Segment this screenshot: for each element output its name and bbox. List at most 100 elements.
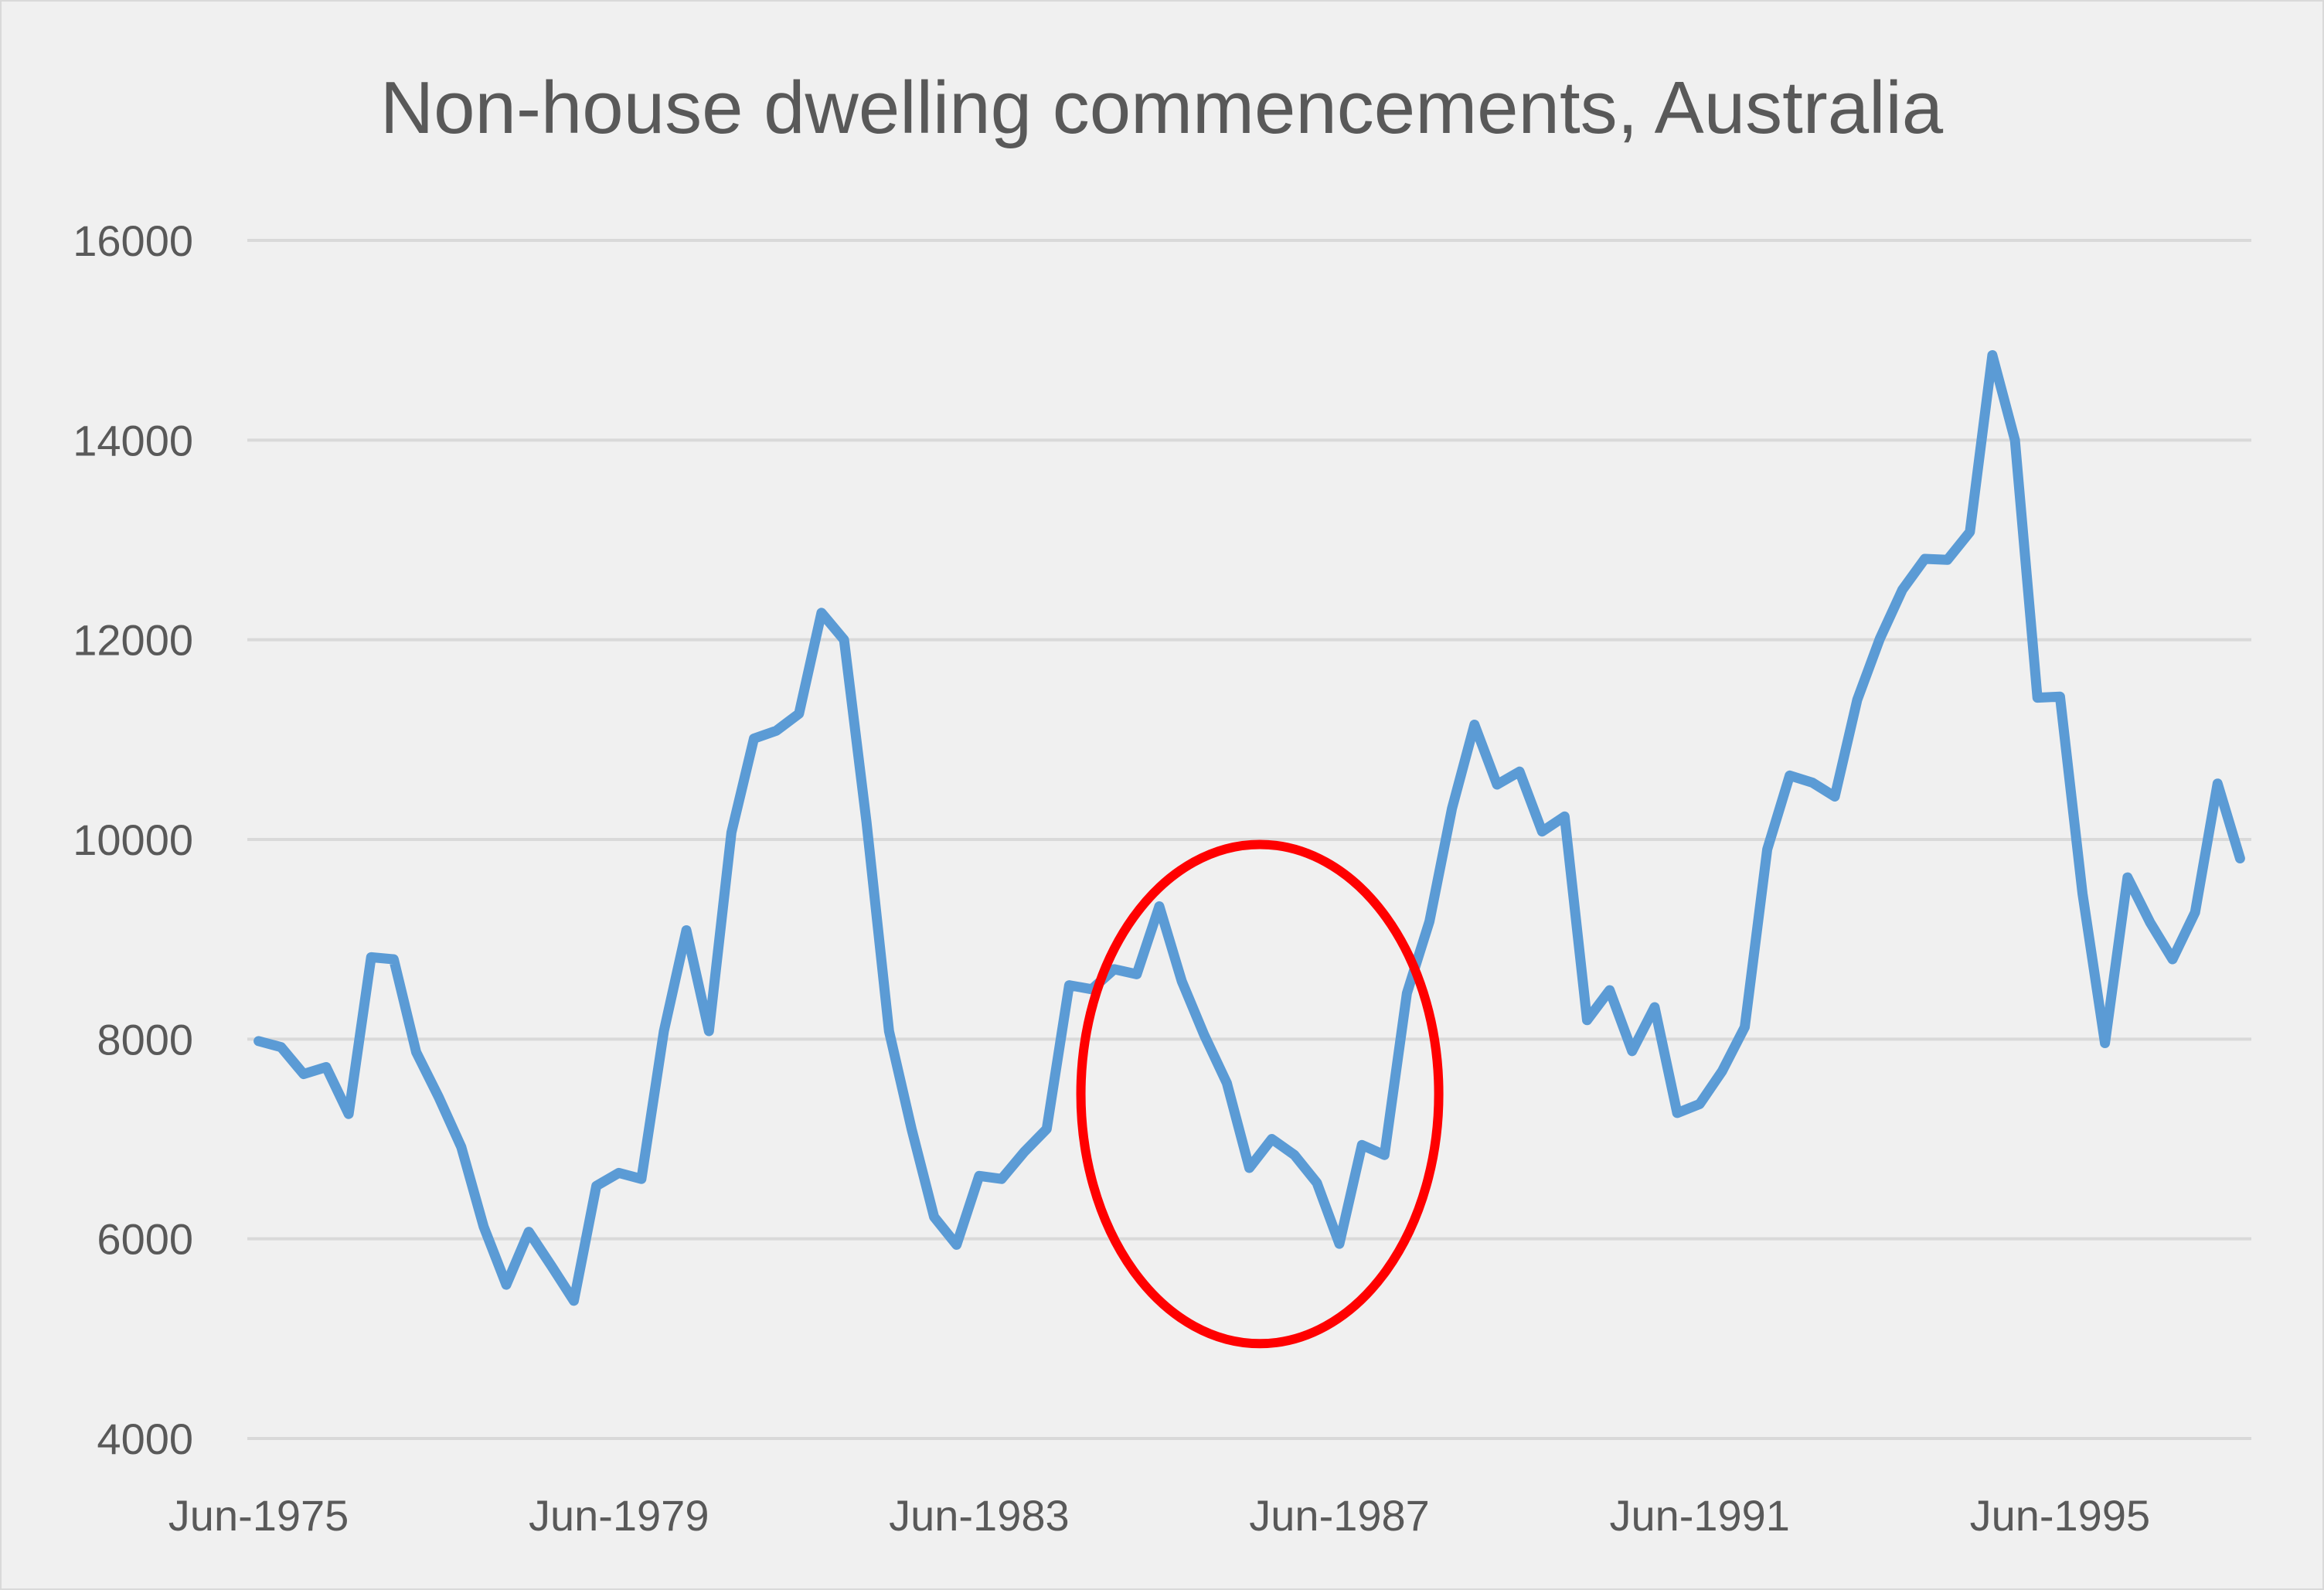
series-group — [253, 350, 2245, 1306]
y-tick-label: 16000 — [73, 216, 193, 265]
data-point — [1788, 773, 1792, 778]
data-point — [1832, 794, 1837, 798]
y-tick-label: 10000 — [73, 815, 193, 864]
data-point — [1540, 829, 1544, 834]
data-point — [1855, 697, 1860, 702]
data-point — [571, 1299, 576, 1303]
data-point — [864, 820, 869, 825]
data-point — [1135, 972, 1139, 976]
data-point — [1292, 1152, 1297, 1157]
data-point — [617, 1170, 621, 1175]
x-tick-label: Jun-1991 — [1609, 1491, 1790, 1540]
data-point — [1652, 1005, 1657, 1009]
data-point — [774, 728, 779, 733]
data-point — [1382, 1152, 1387, 1157]
data-point — [977, 1173, 982, 1178]
data-point — [1990, 353, 1995, 358]
x-tick-label: Jun-1979 — [529, 1491, 709, 1540]
data-point — [932, 1214, 937, 1219]
data-point — [369, 955, 373, 959]
data-point — [1202, 1033, 1206, 1037]
data-point — [1923, 557, 1928, 561]
data-point — [504, 1282, 509, 1287]
data-point — [797, 711, 801, 716]
data-point — [2237, 856, 2242, 861]
data-point — [1720, 1069, 1724, 1074]
highlight-ellipse — [1076, 839, 1444, 1349]
data-point — [2170, 957, 2175, 962]
data-point — [1968, 529, 1972, 534]
data-point — [1472, 722, 1477, 727]
data-point — [954, 1242, 959, 1247]
data-point — [594, 1183, 599, 1188]
data-point — [886, 1029, 891, 1033]
data-point — [391, 957, 396, 962]
data-point — [2103, 1041, 2108, 1046]
y-tick-label: 8000 — [97, 1015, 193, 1064]
data-point — [909, 1127, 914, 1132]
data-point — [1179, 979, 1184, 983]
data-point — [459, 1145, 464, 1149]
data-point — [752, 737, 757, 741]
data-point — [662, 1029, 666, 1033]
y-tick-label: 14000 — [73, 416, 193, 465]
x-tick-label: Jun-1987 — [1249, 1491, 1430, 1540]
data-point — [2035, 696, 2040, 700]
data-point — [684, 928, 689, 933]
series-line — [253, 350, 2245, 1306]
data-point — [279, 1045, 284, 1050]
data-point — [1427, 919, 1432, 924]
data-point — [1675, 1111, 1679, 1115]
data-point — [1877, 636, 1882, 641]
data-point — [1697, 1101, 1702, 1106]
annotation-group — [1076, 839, 1444, 1349]
data-point — [1044, 1127, 1049, 1132]
data-point — [1337, 1241, 1342, 1246]
data-point — [842, 638, 846, 642]
data-point — [1517, 769, 1522, 774]
data-point — [1585, 1018, 1590, 1023]
y-tick-label: 4000 — [97, 1415, 193, 1463]
data-point — [1450, 806, 1455, 811]
data-point — [481, 1224, 486, 1229]
data-point — [729, 830, 733, 835]
data-point — [1630, 1049, 1635, 1054]
y-axis-tick-labels: 4000 6000 8000 10000 12000 14000 16000 — [73, 216, 193, 1463]
data-point — [1404, 991, 1409, 996]
x-tick-label: Jun-1983 — [889, 1491, 1070, 1540]
data-point — [1900, 587, 1904, 592]
data-point — [2193, 910, 2197, 914]
data-point — [1359, 1142, 1364, 1147]
data-point — [1247, 1166, 1252, 1170]
data-point — [1765, 847, 1770, 852]
data-point — [706, 1029, 711, 1033]
data-point — [999, 1176, 1004, 1181]
y-tick-label: 6000 — [97, 1215, 193, 1264]
x-tick-label: Jun-1975 — [168, 1491, 349, 1540]
data-point — [346, 1112, 351, 1116]
chart-title: Non-house dwelling commencements, Austra… — [380, 66, 1944, 149]
data-point — [2125, 875, 2130, 880]
data-point — [1112, 967, 1117, 972]
data-point — [1810, 780, 1815, 785]
data-point — [1742, 1025, 1747, 1030]
data-point — [257, 1039, 261, 1044]
x-tick-label: Jun-1995 — [1970, 1491, 2151, 1540]
data-point — [1562, 814, 1567, 819]
data-point — [549, 1264, 553, 1268]
data-point — [1270, 1137, 1274, 1142]
data-point — [1945, 557, 1950, 562]
data-point — [1495, 782, 1499, 787]
data-point — [526, 1230, 531, 1234]
data-point — [1022, 1149, 1026, 1154]
y-tick-label: 12000 — [73, 616, 193, 665]
data-point — [2215, 781, 2220, 786]
data-point — [1608, 988, 1612, 992]
data-point — [1224, 1081, 1229, 1085]
data-point — [324, 1065, 328, 1070]
data-point — [2013, 438, 2017, 442]
data-point — [301, 1072, 306, 1077]
data-point — [819, 611, 824, 615]
